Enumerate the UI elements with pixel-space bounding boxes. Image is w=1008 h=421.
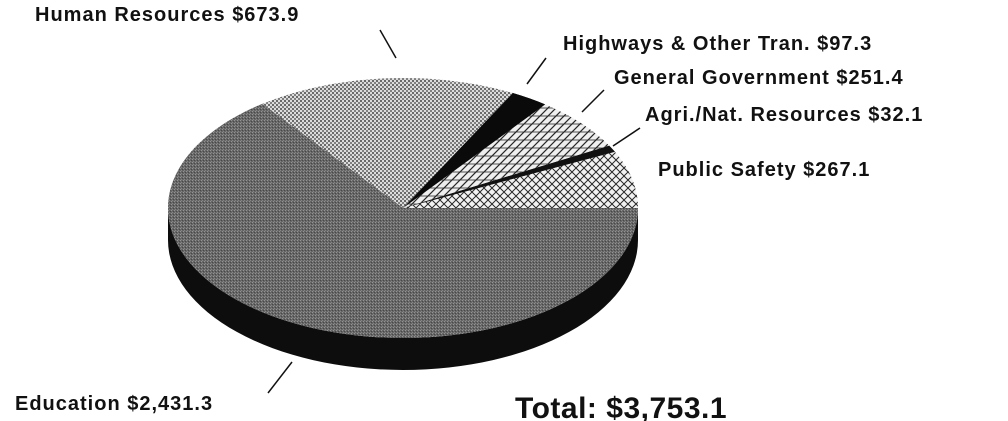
leader-line <box>526 57 547 85</box>
leader-line <box>581 89 605 113</box>
category-label: Human Resources <box>35 4 226 26</box>
pie-slice-texture <box>403 145 615 208</box>
value-label: $97.3 <box>817 33 872 55</box>
leader-line <box>612 127 641 147</box>
value-label: $673.9 <box>232 4 299 26</box>
pie-slice-texture <box>168 103 638 338</box>
slice-label: General Government $251.4 <box>614 67 904 89</box>
value-label: $32.1 <box>868 104 923 126</box>
slice-label: Agri./Nat. Resources $32.1 <box>645 104 923 126</box>
value-label: $267.1 <box>803 159 870 181</box>
value-label: $251.4 <box>836 67 903 89</box>
total-annotation: Total: $3,753.1 <box>515 392 727 421</box>
pie-slice-texture <box>403 151 638 208</box>
slice-label: Highways & Other Tran. $97.3 <box>563 33 872 55</box>
category-label: Highways & Other Tran. <box>563 33 811 55</box>
category-label: General Government <box>614 67 830 89</box>
pie-slice-texture <box>403 104 610 208</box>
category-label: Public Safety <box>658 159 797 181</box>
pie-slice-texture <box>403 93 546 208</box>
slice-label: Public Safety $267.1 <box>658 159 870 181</box>
slice-label: Education $2,431.3 <box>15 393 213 415</box>
leader-line <box>379 29 397 59</box>
pie-slice-texture <box>262 77 513 208</box>
leader-line <box>267 361 293 394</box>
pie-side <box>168 208 638 370</box>
slice-label: Human Resources $673.9 <box>35 4 299 26</box>
category-label: Agri./Nat. Resources <box>645 104 862 126</box>
value-label: $2,431.3 <box>127 393 213 415</box>
category-label: Education <box>15 393 121 415</box>
